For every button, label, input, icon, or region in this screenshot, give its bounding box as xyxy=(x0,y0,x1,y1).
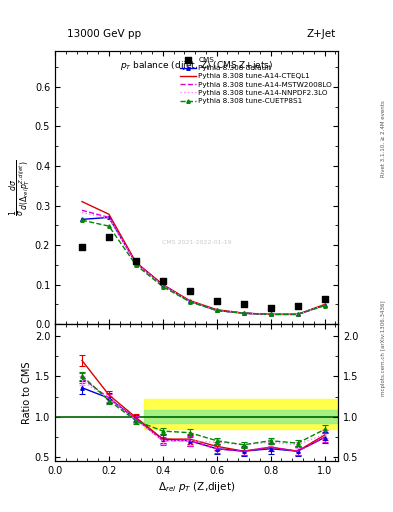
Pythia 8.308 tune-A14-MSTW2008LO xyxy=(107,215,111,221)
Pythia 8.308 tune-A14-CTEQL1 xyxy=(295,311,300,317)
Pythia 8.308 tune-A14-NNPDF2.3LO xyxy=(107,215,111,221)
Bar xyxy=(144,410,338,423)
Pythia 8.308 tune-A14-MSTW2008LO xyxy=(134,260,138,266)
Pythia 8.308 default xyxy=(160,282,165,288)
Pythia 8.308 tune-A14-MSTW2008LO xyxy=(214,307,219,313)
Line: Pythia 8.308 tune-A14-CTEQL1: Pythia 8.308 tune-A14-CTEQL1 xyxy=(82,202,325,314)
CMS xyxy=(79,243,85,251)
Pythia 8.308 tune-A14-MSTW2008LO xyxy=(160,283,165,289)
CMS xyxy=(294,303,301,311)
Pythia 8.308 tune-A14-CTEQL1 xyxy=(80,199,84,205)
Y-axis label: $\frac{1}{\sigma}\frac{d\sigma}{d(\Delta_{rel}p_T^{Z,dijet})}$: $\frac{1}{\sigma}\frac{d\sigma}{d(\Delta… xyxy=(8,160,33,216)
Pythia 8.308 tune-A14-MSTW2008LO xyxy=(241,310,246,316)
Pythia 8.308 default xyxy=(241,310,246,316)
Pythia 8.308 default xyxy=(187,298,192,305)
Pythia 8.308 tune-A14-CTEQL1 xyxy=(322,302,327,308)
Pythia 8.308 tune-CUETP8S1 xyxy=(80,217,84,223)
CMS xyxy=(187,287,193,295)
Pythia 8.308 default xyxy=(134,260,138,266)
Pythia 8.308 tune-A14-MSTW2008LO xyxy=(187,298,192,305)
Pythia 8.308 tune-CUETP8S1 xyxy=(134,262,138,268)
Pythia 8.308 tune-A14-MSTW2008LO xyxy=(295,311,300,317)
Pythia 8.308 tune-CUETP8S1 xyxy=(241,310,246,316)
CMS xyxy=(160,276,166,285)
Line: Pythia 8.308 default: Pythia 8.308 default xyxy=(80,216,326,316)
Pythia 8.308 default xyxy=(322,302,327,308)
Y-axis label: Ratio to CMS: Ratio to CMS xyxy=(22,361,32,424)
Pythia 8.308 tune-CUETP8S1 xyxy=(214,307,219,313)
Pythia 8.308 tune-A14-NNPDF2.3LO xyxy=(187,298,192,305)
Line: Pythia 8.308 tune-A14-NNPDF2.3LO: Pythia 8.308 tune-A14-NNPDF2.3LO xyxy=(82,212,325,314)
Pythia 8.308 tune-CUETP8S1 xyxy=(268,311,273,317)
Text: $p_T$ balance (dijet, Z) (CMS Z+jets): $p_T$ balance (dijet, Z) (CMS Z+jets) xyxy=(120,59,273,72)
Pythia 8.308 tune-A14-NNPDF2.3LO xyxy=(214,307,219,313)
Legend: CMS, Pythia 8.308 default, Pythia 8.308 tune-A14-CTEQL1, Pythia 8.308 tune-A14-M: CMS, Pythia 8.308 default, Pythia 8.308 … xyxy=(178,55,334,106)
Pythia 8.308 tune-A14-NNPDF2.3LO xyxy=(322,302,327,308)
Pythia 8.308 tune-A14-CTEQL1 xyxy=(187,297,192,304)
Pythia 8.308 tune-A14-MSTW2008LO xyxy=(80,207,84,214)
Pythia 8.308 tune-A14-CTEQL1 xyxy=(241,310,246,316)
Pythia 8.308 tune-CUETP8S1 xyxy=(107,223,111,229)
Pythia 8.308 tune-CUETP8S1 xyxy=(160,284,165,290)
Pythia 8.308 tune-A14-NNPDF2.3LO xyxy=(241,310,246,316)
Pythia 8.308 tune-CUETP8S1 xyxy=(187,298,192,305)
Pythia 8.308 tune-A14-MSTW2008LO xyxy=(322,302,327,308)
Pythia 8.308 tune-A14-MSTW2008LO xyxy=(268,311,273,317)
Pythia 8.308 tune-A14-CTEQL1 xyxy=(214,307,219,313)
CMS xyxy=(321,294,328,303)
CMS xyxy=(213,296,220,305)
Pythia 8.308 tune-A14-CTEQL1 xyxy=(134,259,138,265)
Pythia 8.308 tune-A14-CTEQL1 xyxy=(268,311,273,317)
CMS xyxy=(106,233,112,241)
Pythia 8.308 tune-A14-NNPDF2.3LO xyxy=(295,311,300,317)
Text: Rivet 3.1.10, ≥ 2.4M events: Rivet 3.1.10, ≥ 2.4M events xyxy=(381,100,386,177)
Pythia 8.308 tune-CUETP8S1 xyxy=(295,311,300,317)
Pythia 8.308 tune-A14-NNPDF2.3LO xyxy=(80,209,84,216)
CMS xyxy=(241,301,247,309)
Pythia 8.308 tune-A14-NNPDF2.3LO xyxy=(160,283,165,289)
Pythia 8.308 default xyxy=(295,311,300,317)
Pythia 8.308 tune-A14-NNPDF2.3LO xyxy=(134,261,138,267)
Pythia 8.308 tune-A14-CTEQL1 xyxy=(160,282,165,288)
X-axis label: $\Delta_{rel}$ $p_T$ (Z,dijet): $\Delta_{rel}$ $p_T$ (Z,dijet) xyxy=(158,480,235,494)
Pythia 8.308 default xyxy=(214,307,219,313)
Line: Pythia 8.308 tune-A14-MSTW2008LO: Pythia 8.308 tune-A14-MSTW2008LO xyxy=(82,210,325,314)
CMS xyxy=(133,257,139,265)
Pythia 8.308 default xyxy=(268,311,273,317)
Text: mcplots.cern.ch [arXiv:1306.3436]: mcplots.cern.ch [arXiv:1306.3436] xyxy=(381,301,386,396)
Text: 13000 GeV pp: 13000 GeV pp xyxy=(67,29,141,39)
Pythia 8.308 tune-CUETP8S1 xyxy=(322,303,327,309)
Pythia 8.308 default xyxy=(80,217,84,223)
Line: Pythia 8.308 tune-CUETP8S1: Pythia 8.308 tune-CUETP8S1 xyxy=(80,219,326,316)
Pythia 8.308 tune-A14-NNPDF2.3LO xyxy=(268,311,273,317)
Pythia 8.308 tune-A14-CTEQL1 xyxy=(107,211,111,217)
Text: CMS 2021-2022-01-19: CMS 2021-2022-01-19 xyxy=(162,240,231,245)
Pythia 8.308 default xyxy=(107,215,111,221)
CMS xyxy=(268,304,274,312)
Text: Z+Jet: Z+Jet xyxy=(307,29,336,39)
Bar xyxy=(144,399,338,429)
